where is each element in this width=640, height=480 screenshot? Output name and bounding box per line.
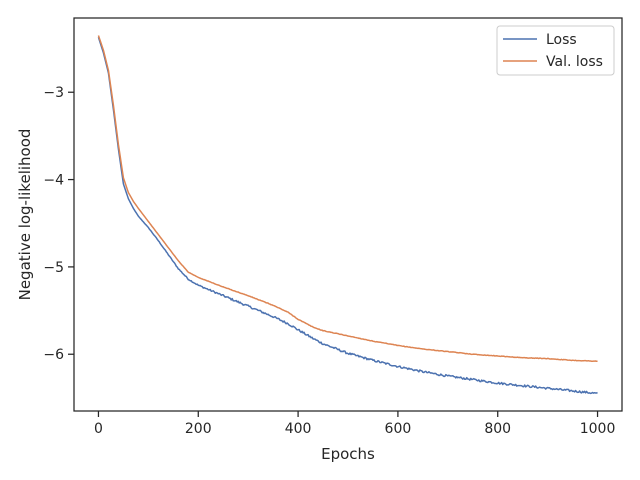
y-axis-ticks: −3 −4 −5 −6 [43, 85, 74, 363]
y-tick-label: −4 [43, 173, 64, 189]
legend: Loss Val. loss [496, 25, 615, 76]
legend-entry-label: Val. loss [546, 54, 603, 70]
x-tick-label: 400 [285, 421, 312, 437]
y-tick-label: −6 [43, 347, 64, 363]
plot-area [74, 18, 622, 411]
x-tick-label: 1000 [580, 421, 616, 437]
legend-entry-label: Loss [546, 32, 577, 48]
x-tick-label: 200 [185, 421, 212, 437]
series-layer [97, 35, 598, 395]
series-line [97, 35, 598, 363]
series-line [97, 36, 598, 395]
x-tick-label: 600 [385, 421, 412, 437]
x-tick-label: 0 [94, 421, 103, 437]
y-axis-label: Negative log-likelihood [16, 129, 34, 301]
y-tick-label: −3 [43, 85, 64, 101]
plot-frame [73, 17, 623, 412]
x-axis-label: Epochs [321, 445, 375, 463]
y-tick-label: −5 [43, 260, 64, 276]
x-tick-label: 800 [484, 421, 511, 437]
x-axis-ticks: 0 200 400 600 800 1000 [94, 411, 615, 437]
